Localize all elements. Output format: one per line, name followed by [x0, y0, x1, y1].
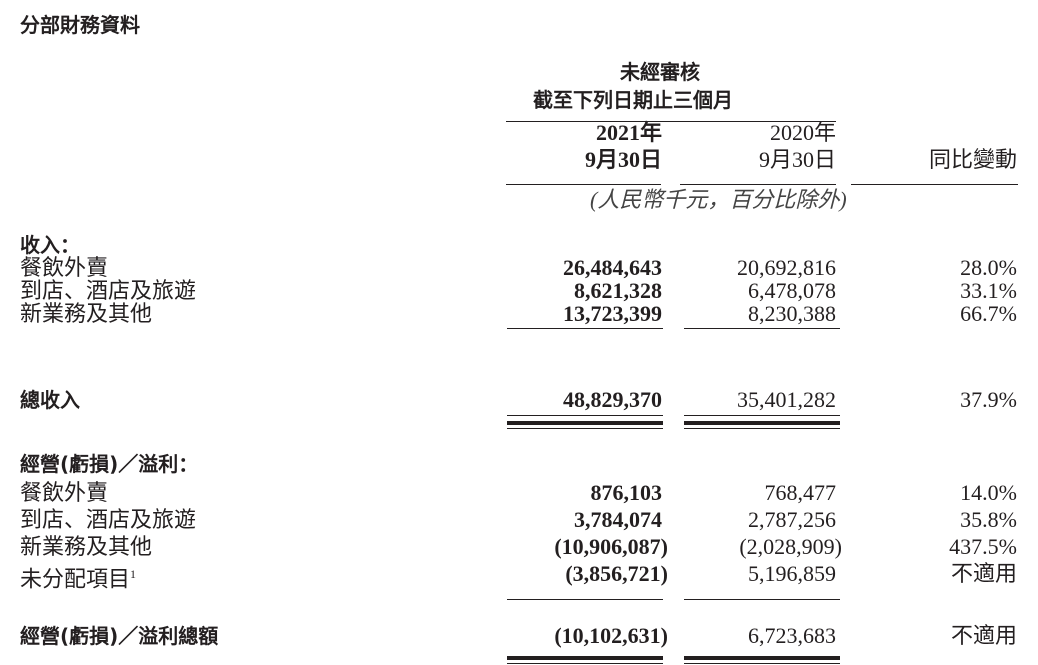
value-change: 14.0% — [960, 480, 1017, 505]
value-2020: 20,692,816 — [737, 255, 836, 280]
section-label: 經營(虧損)／溢利： — [20, 452, 199, 476]
row-label: 總收入 — [20, 388, 80, 412]
value-2020: 2,787,256 — [748, 507, 836, 532]
divider — [680, 184, 836, 185]
section-label: 收入： — [20, 233, 80, 257]
value-change: 33.1% — [960, 278, 1017, 303]
value-change: 28.0% — [960, 255, 1017, 280]
row-label: 新業務及其他 — [20, 301, 153, 326]
unit-note: (人民幣千元，百分比除外) — [590, 187, 847, 212]
value-change: 437.5% — [949, 534, 1017, 559]
value-2020: 6,478,078 — [748, 278, 836, 303]
value-2020: 768,477 — [764, 480, 837, 505]
page-title: 分部財務資料 — [20, 13, 140, 37]
value-2021: (3,856,721) — [565, 561, 668, 586]
value-change: 不適用 — [950, 623, 1017, 648]
value-2021: 13,723,399 — [563, 301, 662, 326]
divider — [851, 184, 1018, 185]
total-line — [684, 415, 840, 416]
value-2021: 3,784,074 — [574, 507, 662, 532]
col1-year: 2021年 — [595, 120, 662, 145]
value-change: 不適用 — [950, 561, 1017, 586]
col2-year: 2020年 — [769, 120, 836, 145]
value-2021: 8,621,328 — [574, 278, 662, 303]
double-underline — [684, 421, 840, 429]
row-label: 到店、酒店及旅遊 — [20, 507, 197, 532]
double-underline — [507, 421, 663, 429]
audit-label: 未經審核 — [620, 60, 700, 84]
divider — [506, 121, 836, 122]
value-2020: 5,196,859 — [748, 561, 836, 586]
double-underline — [684, 656, 840, 664]
value-2021: 876,103 — [590, 480, 663, 505]
col2-date: 9月30日 — [758, 147, 836, 172]
value-2021: 26,484,643 — [563, 255, 662, 280]
subtotal-line — [684, 328, 840, 329]
row-label: 到店、酒店及旅遊 — [20, 278, 197, 303]
row-label: 新業務及其他 — [20, 534, 153, 559]
row-label: 未分配項目 — [20, 566, 131, 592]
row-label: 經營(虧損)／溢利總額 — [20, 624, 219, 648]
col3-header: 同比變動 — [928, 147, 1017, 172]
value-2021: (10,906,087) — [554, 534, 668, 559]
row-label: 餐飲外賣 — [20, 480, 109, 505]
value-2020: 8,230,388 — [748, 301, 836, 326]
divider — [506, 184, 661, 185]
row-label: 餐飲外賣 — [20, 255, 109, 280]
double-underline — [507, 656, 663, 664]
subtotal-line — [684, 599, 840, 600]
total-line — [507, 415, 663, 416]
period-label: 截至下列日期止三個月 — [533, 88, 733, 112]
subtotal-line — [507, 328, 663, 329]
value-2021: 48,829,370 — [563, 387, 662, 412]
value-change: 66.7% — [960, 301, 1017, 326]
value-change: 37.9% — [960, 387, 1017, 412]
value-2020: 35,401,282 — [737, 387, 836, 412]
value-2020: (2,028,909) — [739, 534, 842, 559]
footnote-marker: 1 — [130, 567, 137, 581]
value-change: 35.8% — [960, 507, 1017, 532]
subtotal-line — [507, 599, 663, 600]
col1-date: 9月30日 — [584, 147, 662, 172]
value-2021: (10,102,631) — [554, 623, 668, 648]
value-2020: 6,723,683 — [748, 623, 836, 648]
